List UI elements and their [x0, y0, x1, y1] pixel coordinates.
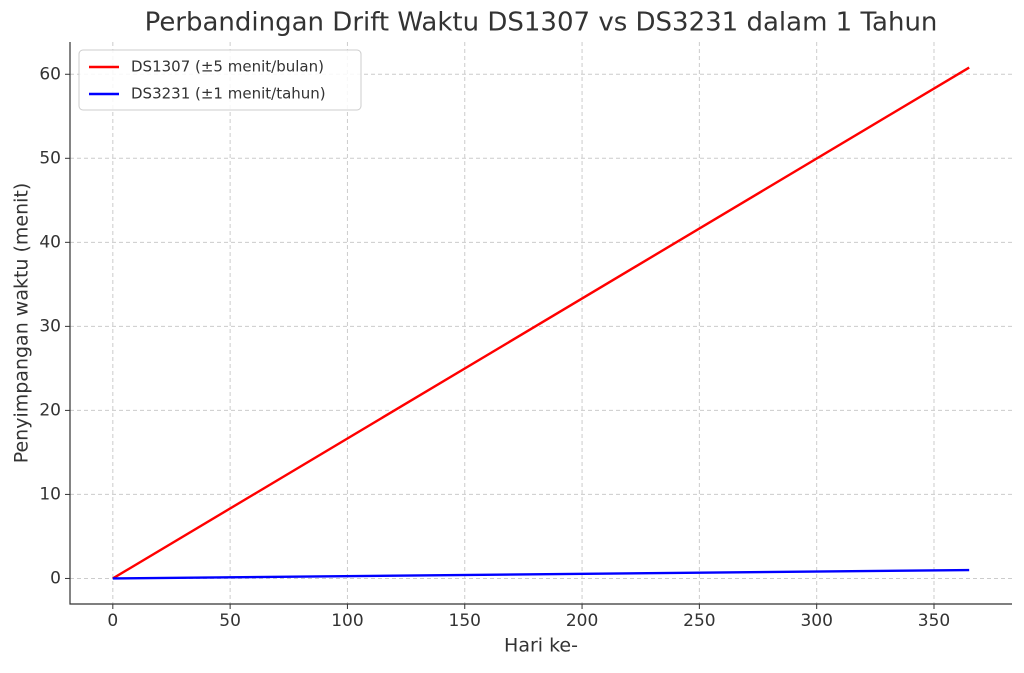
x-axis-label: Hari ke- — [504, 635, 578, 657]
x-tick-label: 150 — [449, 611, 481, 631]
y-tick-label: 30 — [39, 316, 61, 336]
legend-label: DS3231 (±1 menit/tahun) — [131, 85, 326, 103]
y-axis-label: Penyimpangan waktu (menit) — [11, 183, 33, 464]
y-tick-label: 20 — [39, 400, 61, 420]
x-tick-label: 50 — [219, 611, 241, 631]
y-tick-label: 10 — [39, 484, 61, 504]
y-tick-label: 0 — [50, 568, 61, 588]
axis-frame — [69, 42, 1012, 605]
data-line — [112, 66, 970, 580]
x-tick-label: 200 — [566, 611, 598, 631]
legend-label: DS1307 (±5 menit/bulan) — [131, 58, 324, 76]
x-tick-label: 100 — [331, 611, 363, 631]
x-tick-label: 0 — [107, 611, 118, 631]
y-tick-label: 50 — [39, 148, 61, 168]
y-tick-label: 40 — [39, 232, 61, 252]
x-tick-label: 350 — [918, 611, 950, 631]
legend-box — [78, 49, 362, 111]
data-line — [112, 568, 970, 580]
y-tick-label: 60 — [39, 64, 61, 84]
chart-title: Perbandingan Drift Waktu DS1307 vs DS323… — [145, 8, 938, 38]
x-tick-label: 300 — [800, 611, 832, 631]
x-tick-label: 250 — [683, 611, 715, 631]
